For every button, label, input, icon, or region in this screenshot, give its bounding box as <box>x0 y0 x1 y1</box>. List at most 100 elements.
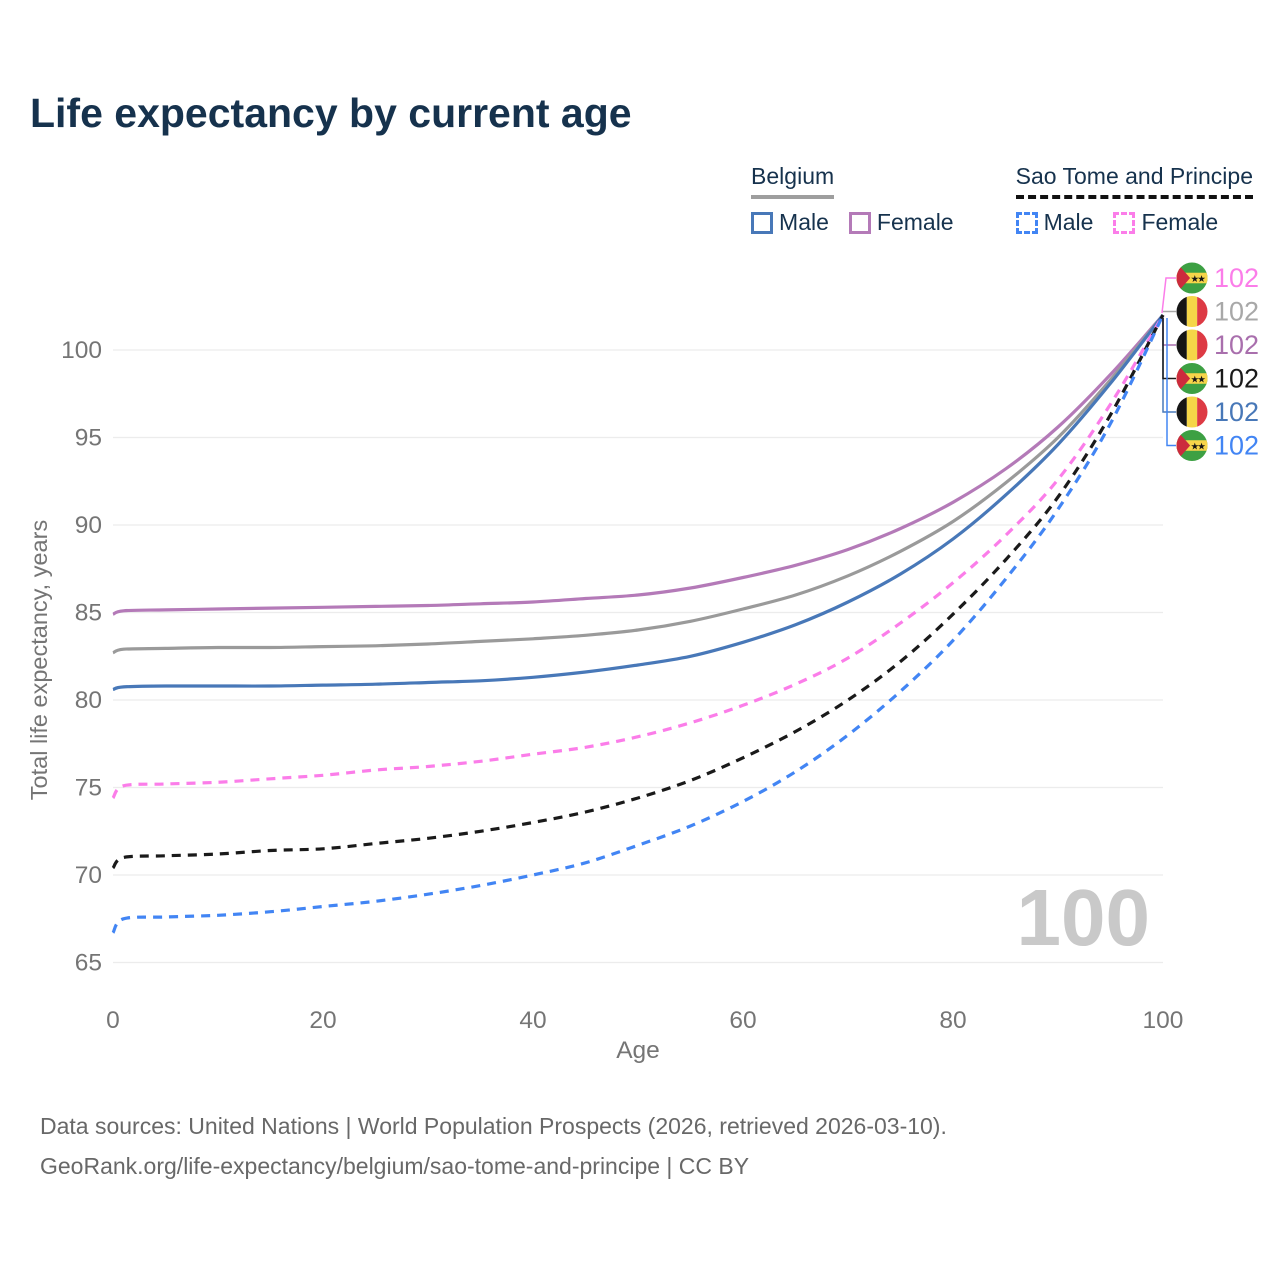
connector-sao-tome-and-principe-male <box>1166 318 1176 447</box>
legend-item-label: Male <box>1043 209 1094 235</box>
legend-group-title[interactable]: Sao Tome and Principe <box>1015 163 1253 199</box>
legend-swatch <box>751 211 774 234</box>
flag-star: ★ <box>1197 274 1206 285</box>
end-label-row-sao-tome-and-principe-both-sexes: ★★ 102 <box>1176 363 1259 394</box>
page-title: Life expectancy by current age <box>30 90 632 136</box>
legend-swatch <box>1113 211 1136 234</box>
connector-belgium-male <box>1162 318 1176 413</box>
legend-group-belgium: Belgium Male Female <box>751 163 954 236</box>
flag-icon-sao-tome-and-principe: ★★ <box>1176 363 1208 394</box>
flag-star: ★ <box>1197 374 1206 385</box>
legend-items: Male Female <box>751 209 954 236</box>
x-axis-title: Age <box>616 1037 660 1064</box>
flag-art: ★★ <box>1176 262 1208 294</box>
y-tick-95: 95 <box>75 425 102 452</box>
x-tick-100: 100 <box>1143 1007 1184 1034</box>
y-tick-75: 75 <box>75 775 102 802</box>
y-tick-90: 90 <box>75 512 102 539</box>
legend-group-sao-tome-and-principe: Sao Tome and Principe Male Female <box>1015 163 1253 236</box>
flag-triangle <box>1176 262 1191 294</box>
flag-icon-sao-tome-and-principe: ★★ <box>1176 430 1208 461</box>
legend-item-belgium-female[interactable]: Female <box>848 209 954 236</box>
x-tick-60: 60 <box>729 1007 756 1034</box>
flag-art <box>1176 329 1208 361</box>
legend-swatch <box>1015 211 1038 234</box>
flag-band <box>1176 329 1187 361</box>
flag-band <box>1197 396 1208 428</box>
flag-band <box>1176 272 1208 284</box>
end-label-row-sao-tome-and-principe-male: ★★ 102 <box>1176 430 1259 461</box>
legend-item-sao-tome-and-principe-female[interactable]: Female <box>1113 209 1218 236</box>
y-tick-85: 85 <box>75 600 102 627</box>
flag-band <box>1197 329 1208 361</box>
series-lines <box>111 313 1165 934</box>
flag-triangle <box>1176 430 1191 461</box>
legend-item-label: Female <box>876 209 954 235</box>
flag-star: ★ <box>1190 374 1199 385</box>
end-value-label: 102 <box>1214 431 1259 461</box>
legend: Belgium Male Female Sao Tome and Principe Ma… <box>751 163 1253 236</box>
legend-item-sao-tome-and-principe-male[interactable]: Male <box>1015 209 1094 236</box>
end-label-row-belgium-male: 102 <box>1176 396 1259 428</box>
end-value-label: 102 <box>1214 397 1259 427</box>
y-tick-80: 80 <box>75 687 102 714</box>
connector-sao-tome-and-principe-female <box>1161 277 1176 314</box>
y-tick-65: 65 <box>75 950 102 977</box>
footer-data-sources: Data sources: United Nations | World Pop… <box>40 1113 947 1139</box>
x-tick-20: 20 <box>309 1007 336 1034</box>
flag-icon-belgium <box>1176 329 1208 361</box>
series-line-sao-tome-and-principe-male[interactable] <box>111 314 1165 934</box>
end-value-label: 102 <box>1214 330 1259 360</box>
legend-group-title[interactable]: Belgium <box>751 163 835 199</box>
y-tick-100: 100 <box>61 337 102 364</box>
flag-band <box>1197 296 1208 327</box>
gridlines: 65 70 75 80 85 90 95 100 <box>61 337 1163 977</box>
x-tick-40: 40 <box>519 1007 546 1034</box>
flag-star: ★ <box>1190 441 1199 452</box>
flag-band <box>1176 373 1208 384</box>
connector-sao-tome-and-principe-both-sexes <box>1162 318 1176 380</box>
legend-item-label: Male <box>779 209 829 235</box>
end-value-label: 102 <box>1214 297 1259 327</box>
flag-star: ★ <box>1190 274 1199 285</box>
flag-band <box>1186 329 1198 361</box>
end-value-label: 102 <box>1214 263 1259 293</box>
flag-triangle <box>1176 363 1191 394</box>
x-tick-80: 80 <box>939 1007 966 1034</box>
series-line-belgium-both-sexes[interactable] <box>112 313 1165 655</box>
flag-icon-sao-tome-and-principe: ★★ <box>1176 262 1208 294</box>
x-tick-0: 0 <box>106 1007 120 1034</box>
flag-art: ★★ <box>1176 430 1208 461</box>
legend-swatch <box>848 211 871 234</box>
y-tick-70: 70 <box>75 862 102 889</box>
series-line-sao-tome-and-principe-female[interactable] <box>111 314 1165 800</box>
flag-icon-belgium <box>1176 296 1208 327</box>
flag-icon-belgium <box>1176 396 1208 428</box>
footer: Data sources: United Nations | World Pop… <box>40 1106 947 1186</box>
age-counter-watermark: 100 <box>1017 873 1150 962</box>
connector-belgium-female <box>1162 318 1176 346</box>
flag-band <box>1186 396 1198 428</box>
end-label-row-belgium-female: 102 <box>1176 329 1259 361</box>
y-axis-title: Total life expectancy, years <box>26 520 52 800</box>
end-value-label: 102 <box>1214 364 1259 394</box>
legend-item-label: Female <box>1141 209 1219 235</box>
flag-band <box>1176 296 1187 327</box>
end-label-row-sao-tome-and-principe-female: ★★ 102 <box>1176 262 1259 294</box>
flag-art: ★★ <box>1176 363 1208 394</box>
flag-art <box>1176 296 1208 327</box>
end-label-row-belgium-both-sexes: 102 <box>1176 296 1259 327</box>
flag-band <box>1176 396 1187 428</box>
flag-band <box>1186 296 1198 327</box>
footer-attribution-url: GeoRank.org/life-expectancy/belgium/sao-… <box>40 1153 750 1179</box>
flag-art <box>1176 396 1208 428</box>
series-line-sao-tome-and-principe-both-sexes[interactable] <box>111 314 1165 870</box>
series-line-belgium-female[interactable] <box>112 313 1165 616</box>
series-line-belgium-male[interactable] <box>112 314 1165 692</box>
flag-band <box>1176 440 1208 451</box>
flag-star: ★ <box>1197 441 1206 452</box>
legend-item-belgium-male[interactable]: Male <box>751 209 829 236</box>
